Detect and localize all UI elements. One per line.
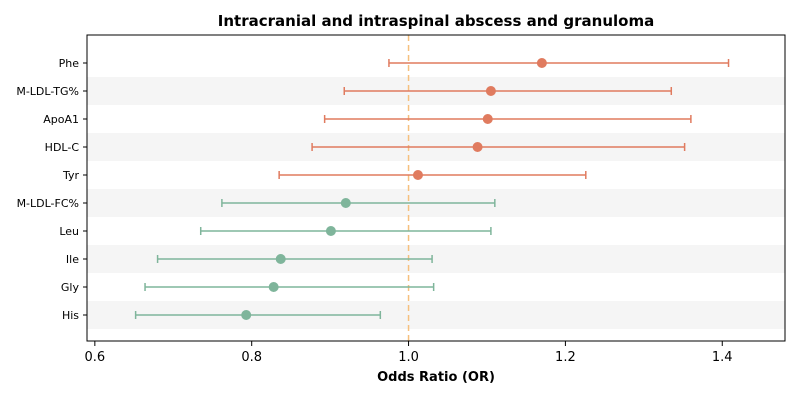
y-tick-label: Tyr [62,169,80,182]
plot-marks [134,58,730,320]
x-tick-label: 1.4 [712,350,733,365]
plot-frame [86,34,786,342]
or-point [412,170,423,180]
y-tick-label: HDL-C [45,141,80,154]
x-tick-label: 0.8 [241,350,262,365]
x-axis: 0.6 0.8 1.0 1.2 1.4 [84,341,733,365]
or-point [485,86,496,96]
or-point [241,310,252,320]
x-tick-label: 1.2 [555,350,576,365]
x-axis-label: Odds Ratio (OR) [377,370,495,385]
y-tick-label: M-LDL-TG% [16,85,79,98]
or-point [340,198,351,208]
or-point [482,114,493,124]
y-tick-label: ApoA1 [43,113,79,126]
y-tick-label: Leu [59,225,79,238]
or-point [325,226,336,236]
x-tick-label: 1.0 [398,350,419,365]
chart-title: Intracranial and intraspinal abscess and… [218,12,654,30]
y-tick-label: His [62,309,79,322]
or-point [268,282,279,292]
y-axis: Phe M-LDL-TG% ApoA1 HDL-C Tyr M-LDL-FC% Leu Ile… [16,57,87,322]
y-tick-label: Gly [61,281,80,294]
y-tick-label: M-LDL-FC% [17,197,79,210]
y-tick-label: Phe [59,57,80,70]
x-tick-label: 0.6 [84,350,105,365]
or-point [536,58,547,68]
or-point [472,142,483,152]
y-tick-label: Ile [66,253,79,266]
or-point [275,254,286,264]
